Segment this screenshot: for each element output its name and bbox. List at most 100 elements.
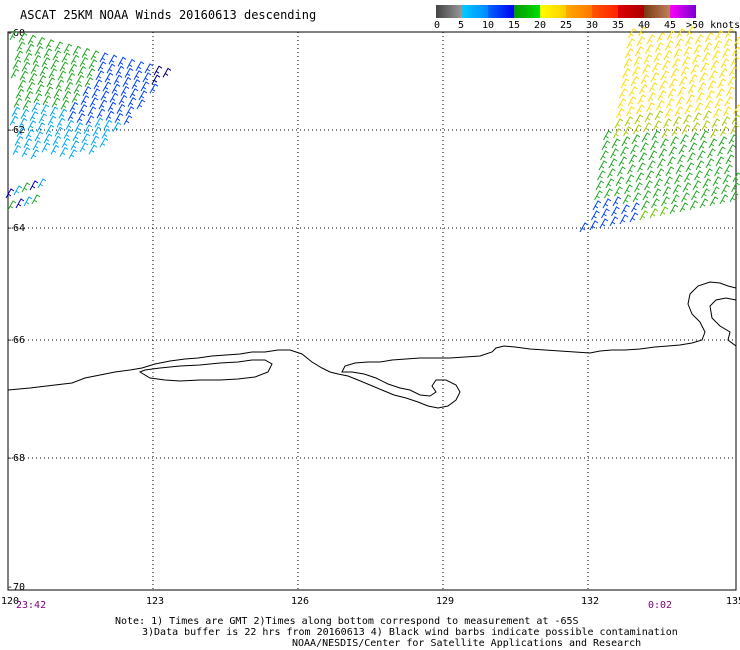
wind-barb [681, 124, 691, 135]
lat-label: -62 [7, 125, 25, 136]
lon-label: 123 [146, 596, 164, 607]
wind-barb [662, 186, 672, 197]
wind-barb [94, 117, 104, 128]
wind-barb [697, 150, 706, 161]
wind-barb [629, 212, 639, 223]
wind-barb [727, 144, 736, 155]
wind-barb [86, 68, 96, 79]
wind-barb [131, 79, 141, 90]
wind-barb [733, 36, 740, 47]
wind-barb [659, 206, 669, 217]
wind-barb [623, 58, 633, 69]
scale-swatch-40-45 [644, 5, 670, 18]
wind-barb [669, 204, 679, 215]
wind-barb [674, 174, 683, 185]
wind-barb [682, 56, 691, 67]
wind-barb [638, 152, 648, 163]
wind-barb [63, 43, 73, 54]
wind-barb [129, 88, 139, 99]
wind-barb [661, 128, 671, 139]
wind-barb [56, 117, 66, 128]
wind-barb [71, 92, 81, 103]
wind-barb [707, 148, 716, 159]
wind-barb [33, 93, 43, 104]
wind-barb [31, 194, 41, 205]
wind-barb [611, 206, 620, 217]
wind-barb [628, 28, 637, 39]
wind-barb [666, 98, 675, 109]
wind-barb [662, 60, 671, 71]
wind-barb [66, 72, 76, 83]
wind-barb [15, 88, 25, 99]
wind-barb [30, 149, 40, 160]
wind-barb [671, 194, 680, 205]
wind-barb [657, 90, 667, 101]
wind-barb [153, 65, 163, 76]
wind-barb [670, 68, 680, 79]
wind-barb [700, 130, 709, 141]
wind-barb [680, 66, 690, 77]
wind-barb [69, 101, 79, 112]
wind-barb [21, 61, 31, 72]
wind-barb [65, 119, 75, 130]
scale-swatch-15-20 [514, 5, 540, 18]
wind-barb [683, 114, 692, 125]
wind-barb [649, 208, 659, 219]
wind-barb [23, 196, 33, 207]
wind-barb [715, 156, 725, 167]
wind-barb [692, 54, 701, 65]
wind-barb [645, 44, 654, 55]
wind-barb [657, 158, 666, 169]
wind-barb [36, 122, 46, 133]
map-notes: Note: 1) Times are GMT 2)Times along bot… [115, 616, 678, 649]
wind-barb [42, 95, 52, 106]
wind-barb [667, 156, 676, 167]
wind-barb [642, 64, 651, 75]
wind-barb [54, 41, 64, 52]
wind-barb [650, 140, 659, 151]
wind-barb [595, 180, 605, 191]
wind-barb [705, 158, 715, 169]
wind-barb [675, 164, 685, 175]
lon-label: 120 [1, 596, 19, 607]
wind-barb [679, 76, 688, 87]
wind-barb [609, 216, 619, 227]
wind-barb [633, 56, 643, 67]
wind-barb [693, 112, 702, 123]
wind-barb [5, 188, 15, 199]
wind-barb [699, 198, 709, 209]
wind-barb [690, 64, 700, 75]
scale-label: 10 [482, 20, 495, 31]
wind-barb [695, 160, 705, 171]
wind-barb [127, 97, 137, 108]
wind-barb [622, 68, 631, 79]
wind-barb [618, 156, 628, 167]
wind-barb [604, 188, 613, 199]
wind-barb [27, 120, 37, 131]
wind-barb [722, 48, 731, 59]
wind-barb [682, 182, 692, 193]
wind-barb [624, 116, 634, 127]
wind-barb [32, 54, 42, 65]
scale-swatch-30-35 [592, 5, 618, 18]
wind-barb [675, 38, 684, 49]
wind-barb [81, 133, 91, 144]
wind-barb [727, 76, 737, 87]
wind-barb [637, 162, 646, 173]
wind-barb [50, 144, 60, 155]
wind-barb [707, 80, 717, 91]
wind-barb [665, 166, 675, 177]
wind-barb [21, 147, 31, 158]
wind-barb [31, 102, 41, 113]
wind-barb [68, 63, 78, 74]
note-line: NOAA/NESDIS/Center for Satellite Applica… [292, 638, 642, 649]
scale-swatch-5-10 [462, 5, 488, 18]
wind-barb [673, 116, 682, 127]
wind-barb [62, 90, 72, 101]
wind-barb [692, 180, 702, 191]
wind-barb [36, 36, 46, 47]
wind-barb [115, 65, 125, 76]
wind-barb [712, 50, 721, 61]
wind-barb [614, 118, 624, 129]
wind-barb [648, 150, 658, 161]
